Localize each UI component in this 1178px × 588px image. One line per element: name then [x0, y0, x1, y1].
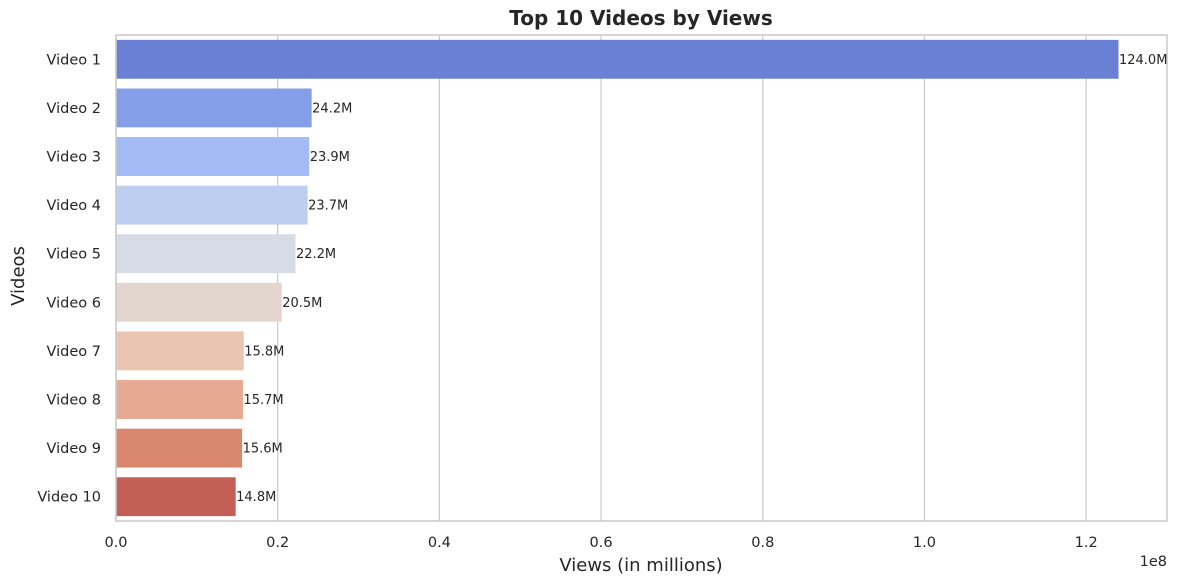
x-tick-label: 0.2 [266, 535, 289, 551]
x-tick-label: 1.2 [1075, 535, 1098, 551]
bar [116, 234, 296, 274]
y-tick-label: Video 5 [47, 247, 101, 263]
bar-value-label: 23.9M [310, 150, 350, 165]
data-labels: 124.0M 24.2M 23.9M 23.7M 22.2M 20.5M 15.8M 15.7… [236, 53, 1167, 505]
y-tick-label: Video 6 [47, 295, 101, 311]
x-tick-label: 0.4 [428, 535, 451, 551]
bar [116, 185, 308, 225]
bar-value-label: 24.2M [312, 101, 352, 116]
x-tick-label: 1.0 [913, 535, 936, 551]
y-tick-labels: Video 1 Video 2 Video 3 Video 4 Video 5 Video… [37, 52, 101, 505]
bar [116, 428, 243, 468]
bar-value-label: 23.7M [308, 199, 348, 214]
chart-title: Top 10 Videos by Views [509, 6, 773, 30]
y-tick-label: Video 7 [47, 344, 101, 360]
bar [116, 331, 244, 371]
y-tick-label: Video 9 [47, 441, 101, 457]
bar-value-label: 15.8M [244, 344, 284, 359]
y-tick-label: Video 1 [47, 52, 101, 68]
x-axis-label: Views (in millions) [559, 555, 722, 576]
y-tick-label: Video 2 [47, 101, 101, 117]
y-tick-label: Video 8 [47, 393, 101, 409]
bars [116, 39, 1119, 517]
bar [116, 39, 1119, 79]
x-tick-label: 0.8 [751, 535, 774, 551]
bar [116, 282, 282, 322]
bar-value-label: 14.8M [236, 490, 276, 505]
x-tick-labels: 0.0 0.2 0.4 0.6 0.8 1.0 1.2 [104, 535, 1097, 551]
bar-value-label: 15.7M [243, 393, 283, 408]
x-tick-label: 0.6 [590, 535, 613, 551]
bar-value-label: 124.0M [1119, 53, 1167, 68]
bar [116, 88, 312, 128]
bar-value-label: 15.6M [243, 442, 283, 457]
bar [116, 477, 236, 517]
y-tick-label: Video 4 [47, 198, 101, 214]
bar [116, 137, 310, 176]
x-tick-label: 0.0 [104, 535, 127, 551]
plot-frame [115, 34, 1168, 522]
y-tick-label: Video 3 [47, 150, 101, 166]
x-axis-offset-label: 1e8 [1140, 554, 1167, 570]
bar-value-label: 22.2M [296, 247, 336, 262]
y-axis-label: Videos [8, 246, 29, 306]
y-tick-label: Video 10 [37, 490, 101, 506]
bar [116, 380, 243, 419]
bar-value-label: 20.5M [282, 296, 322, 311]
